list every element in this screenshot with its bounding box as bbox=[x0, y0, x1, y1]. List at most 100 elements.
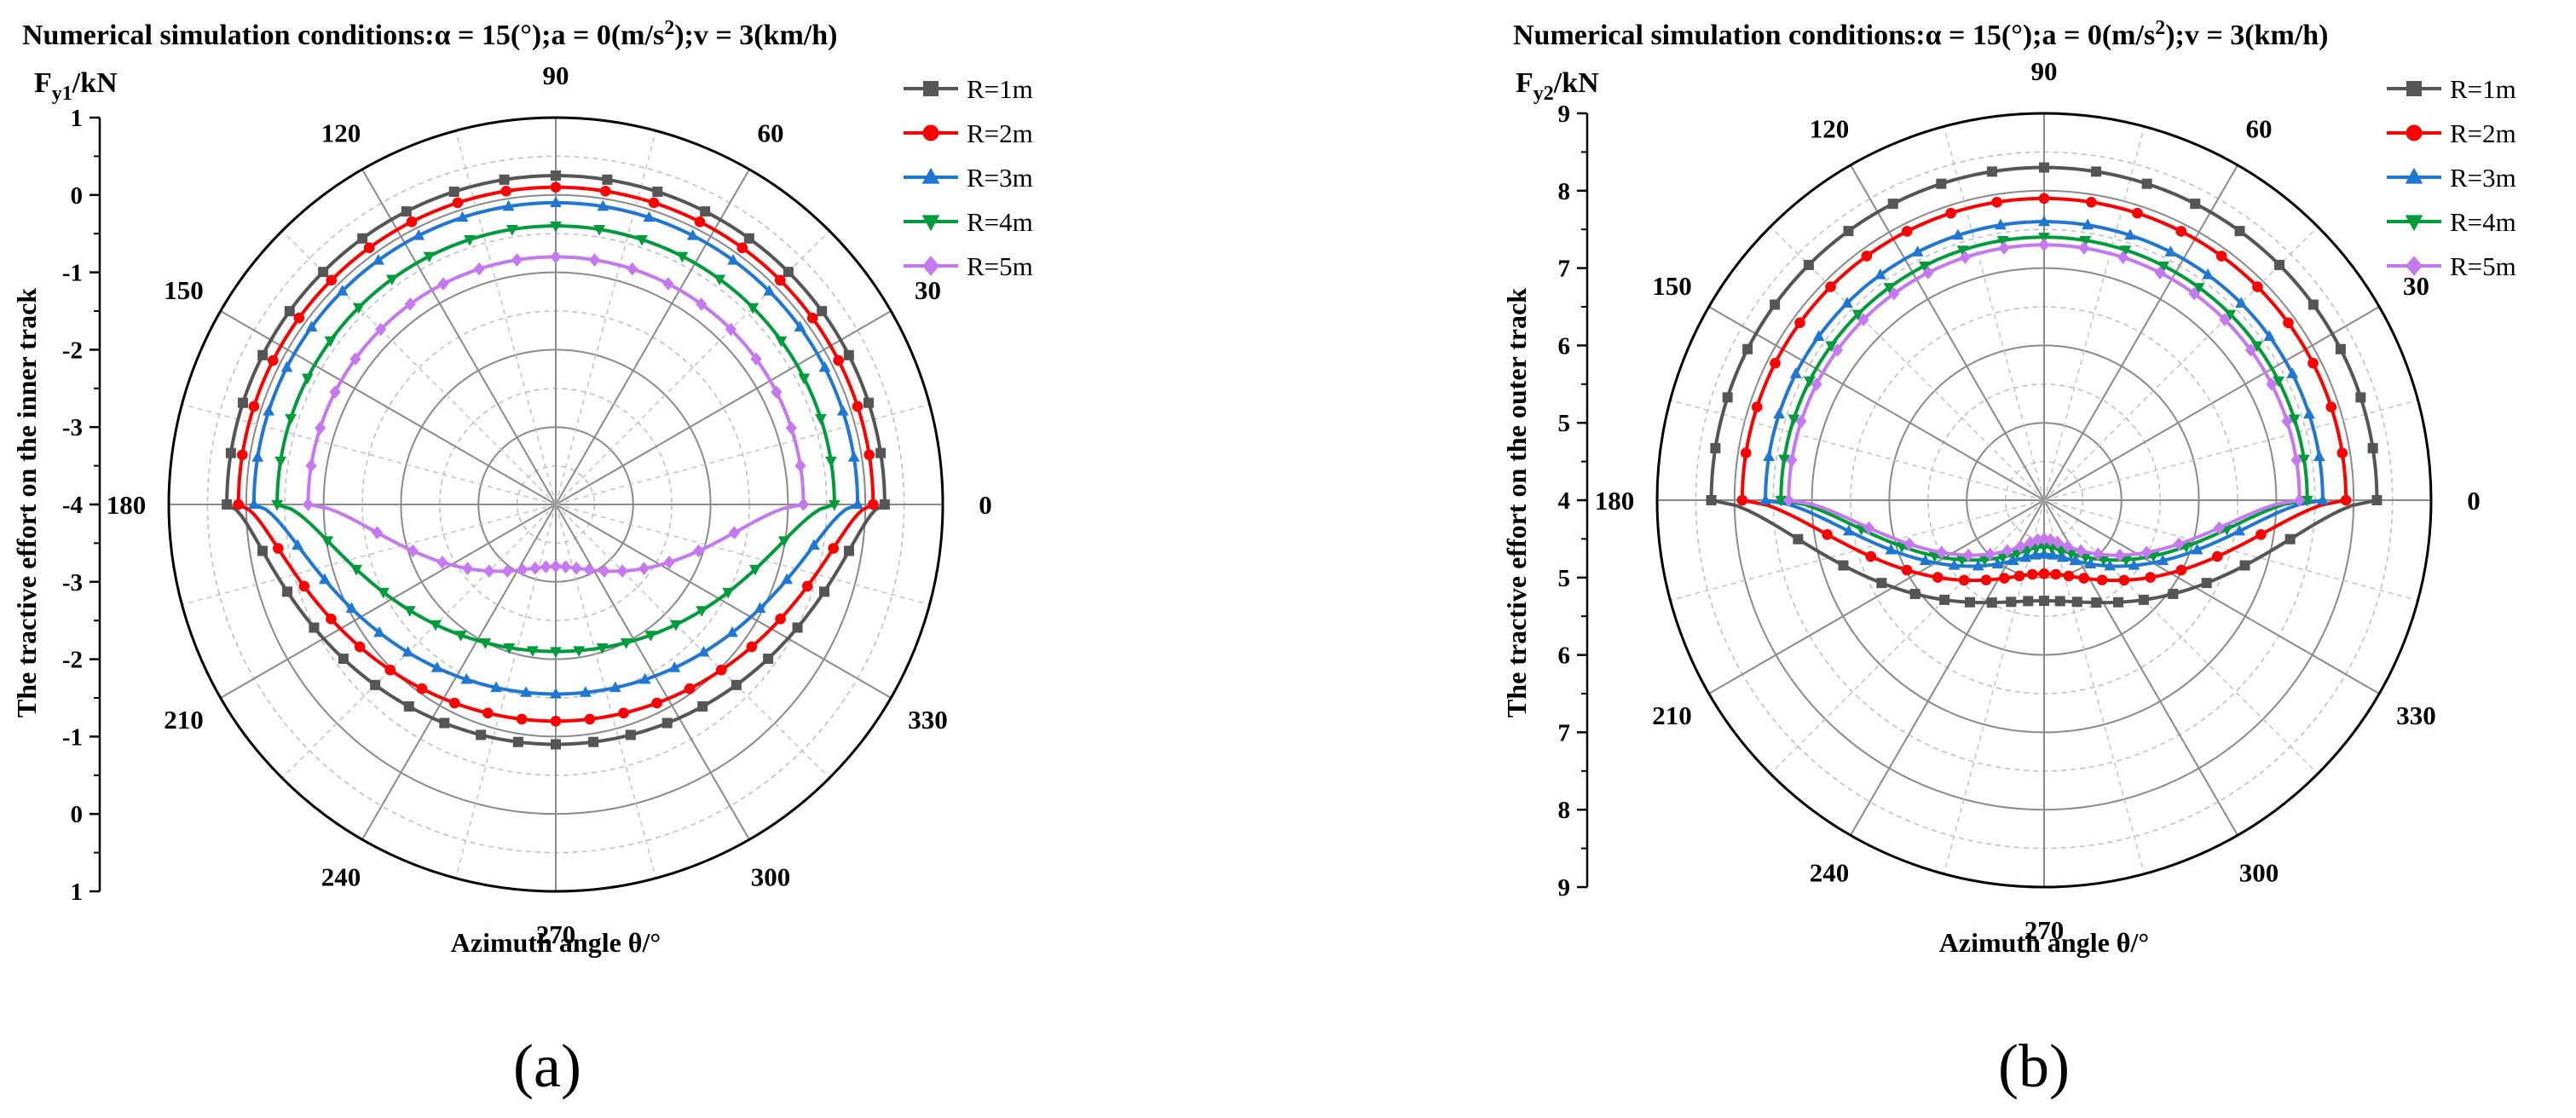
panel-a-series-point bbox=[540, 560, 552, 574]
panel-a-grid-spoke bbox=[555, 504, 892, 699]
panel-a-series-point bbox=[318, 267, 329, 278]
panel-a-series-point bbox=[461, 562, 474, 575]
panel-b-series-point bbox=[2078, 241, 2090, 255]
panel-a-series-point bbox=[609, 681, 621, 693]
panel-a-series-point bbox=[403, 701, 414, 712]
panel-b-series-point bbox=[2281, 414, 2293, 429]
panel-b-series-point bbox=[2192, 283, 2205, 294]
panel-a-series-point bbox=[652, 186, 663, 197]
panel-a-angle-label: 300 bbox=[751, 862, 791, 891]
panel-b-series-point bbox=[1843, 226, 1854, 237]
panel-a-series-point bbox=[338, 654, 349, 665]
panel-a-series-point bbox=[416, 683, 428, 694]
panel-a-series-point bbox=[852, 401, 863, 412]
panel-a-side-tick-label: -2 bbox=[62, 337, 83, 364]
panel-b-series-point bbox=[2145, 572, 2157, 583]
panel-a-grid-spoke bbox=[555, 310, 892, 505]
panel-b-series-point bbox=[2173, 537, 2185, 551]
panel-a-series-point bbox=[326, 614, 337, 625]
panel-b-series-point bbox=[2290, 453, 2302, 467]
panel-b-series-point bbox=[2096, 574, 2108, 585]
panel-a-series-R=4m bbox=[271, 222, 840, 659]
panel-a-series-point bbox=[670, 620, 682, 631]
panel-b-series-point bbox=[2307, 299, 2319, 310]
panel-b-grid-spoke bbox=[1670, 399, 2045, 501]
panel-a-series-point bbox=[696, 606, 708, 617]
panel-a-series-point bbox=[747, 303, 760, 314]
panel-a-legend-marker bbox=[921, 167, 940, 184]
panel-a-side-tick-label: 1 bbox=[71, 879, 84, 906]
panel-a-series-point bbox=[644, 631, 657, 642]
panel-a-series-point bbox=[374, 322, 387, 337]
panel-b-series-point bbox=[1888, 286, 1900, 301]
panel-b-series-point bbox=[1883, 283, 1896, 294]
panel-b-series-point bbox=[2047, 549, 2059, 560]
panel-b-series-point bbox=[1803, 259, 1814, 270]
panel-b-series-point bbox=[1984, 547, 1996, 562]
panel-a-series-point bbox=[750, 352, 762, 366]
panel-a-series-point bbox=[225, 447, 236, 458]
panel-b-series-point bbox=[2052, 535, 2064, 550]
panel-b-series-point bbox=[2001, 544, 2013, 558]
panel-a-side-axis-label: The tractive effort on the inner track bbox=[11, 288, 42, 717]
panel-b-side-tick-label: 6 bbox=[1558, 332, 1571, 360]
panel-b-series-point bbox=[2239, 560, 2250, 571]
panel-a-series-point bbox=[448, 697, 460, 709]
panel-b-angle-label: 270 bbox=[2024, 915, 2065, 945]
panel-b-series-point bbox=[1751, 401, 1763, 412]
panel-a-series-point bbox=[520, 686, 532, 697]
panel-a-series-point bbox=[693, 544, 705, 558]
panel-a-series-point bbox=[580, 686, 592, 697]
panel-a-series-point bbox=[247, 498, 260, 510]
panel-a-series-point bbox=[867, 498, 879, 510]
panel-b-grid-spoke bbox=[1770, 226, 2045, 501]
panel-b-series-point bbox=[1962, 548, 1974, 562]
panel-a-side-tick-label: -2 bbox=[62, 647, 83, 674]
panel-b-series-point bbox=[1831, 343, 1844, 357]
panel-b-series-point bbox=[2054, 596, 2065, 607]
panel-a-series-point bbox=[806, 312, 818, 324]
panel-a-series-point bbox=[257, 349, 269, 360]
panel-a-series-point bbox=[305, 458, 317, 473]
panel-b-series-point bbox=[2023, 596, 2034, 607]
panel-b-angle-label: 330 bbox=[2396, 700, 2436, 730]
panel-b-series-point bbox=[2026, 568, 2038, 580]
panel-b-series-point bbox=[2140, 545, 2152, 560]
panel-a-series-point bbox=[354, 641, 366, 653]
panel-b-legend-label: R=4m bbox=[2450, 207, 2516, 237]
panel-a-side-tick-label: 0 bbox=[71, 182, 84, 210]
panel-b-series-point bbox=[1822, 528, 1833, 540]
panel-b-series-point bbox=[2157, 554, 2169, 566]
panel-b-series-point bbox=[2013, 570, 2025, 582]
panel-a-label: (a) bbox=[513, 1032, 581, 1100]
panel-b-series-point bbox=[2325, 401, 2337, 412]
panel-a-series-point bbox=[814, 413, 827, 425]
panel-a-series-point bbox=[257, 545, 269, 556]
panel-a-series-point bbox=[618, 707, 629, 719]
panel-a-series-point bbox=[818, 360, 831, 372]
panel-b-series-point bbox=[2235, 297, 2248, 308]
panel-b-series-R=1m bbox=[1706, 162, 2383, 608]
panel-a-series-point bbox=[588, 253, 601, 267]
panel-a-angle-label: 150 bbox=[164, 275, 204, 305]
panel-b-series-point bbox=[2355, 392, 2366, 403]
panel-a-series-point bbox=[505, 225, 518, 236]
panel-b: Numerical simulation conditions:α = 15(°… bbox=[1501, 17, 2516, 1100]
panel-b-angle-label: 180 bbox=[1595, 486, 1635, 516]
panel-a-series-point bbox=[233, 498, 245, 510]
panel-b-side-tick-label: 5 bbox=[1558, 565, 1571, 592]
panel-a-series-point bbox=[783, 267, 794, 278]
panel-a-series-point bbox=[280, 360, 293, 372]
panel-a-series-point bbox=[407, 544, 419, 558]
panel-b-legend-marker bbox=[2406, 256, 2423, 276]
panel-a-series-point bbox=[452, 197, 464, 209]
panel-a-series-point bbox=[350, 564, 362, 576]
panel-a-series-point bbox=[722, 587, 735, 599]
panel-a-series-point bbox=[305, 320, 318, 331]
panel-a-xaxis-label: Azimuth angle θ/° bbox=[451, 927, 661, 958]
panel-a-series-point bbox=[413, 228, 425, 240]
panel-a-series-point bbox=[357, 233, 368, 244]
panel-b-series-point bbox=[1742, 343, 1753, 354]
panel-b-series-point bbox=[2132, 207, 2143, 219]
panel-a-series-point bbox=[661, 717, 673, 729]
